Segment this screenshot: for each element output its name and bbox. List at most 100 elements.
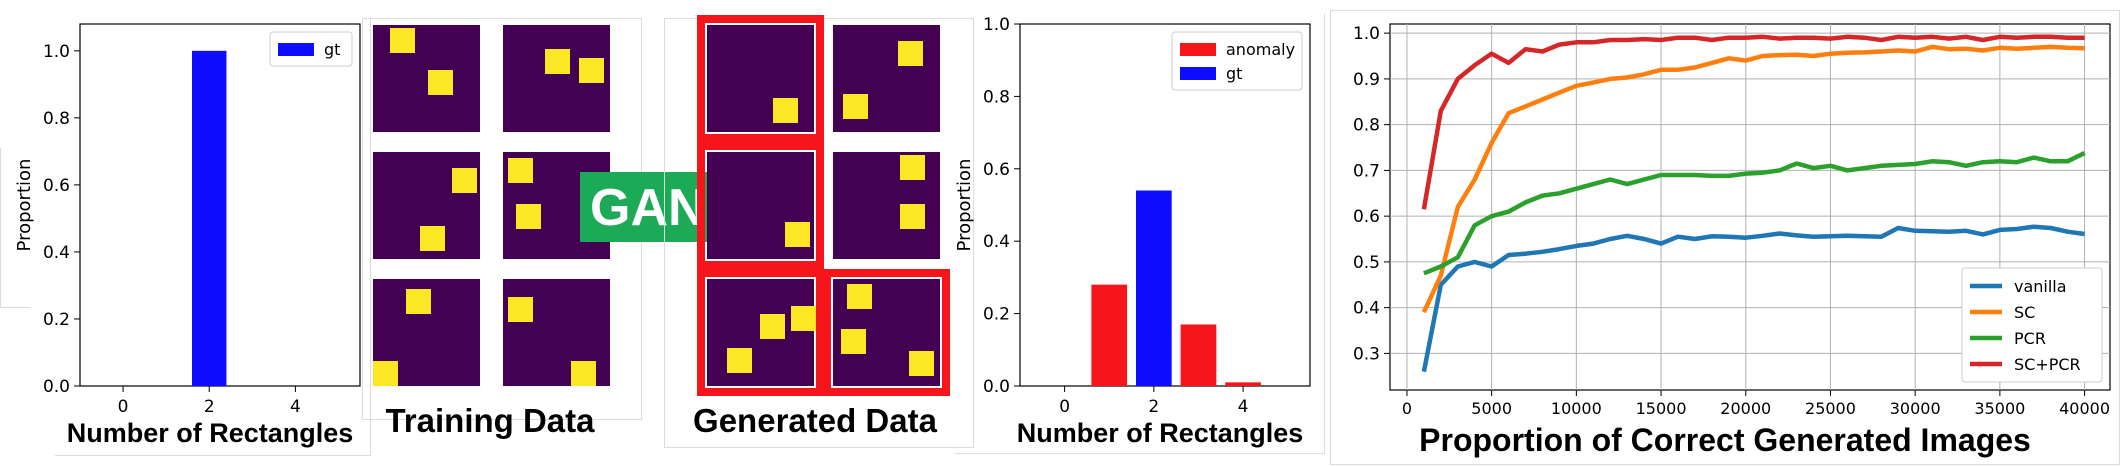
x-tick-label: 30000 bbox=[1890, 399, 1941, 418]
legend-label-gt: gt bbox=[324, 40, 340, 59]
legend-label-PCR: PCR bbox=[2014, 329, 2046, 348]
rectangle-shape bbox=[900, 204, 925, 229]
anomaly-highlight-box bbox=[697, 15, 824, 142]
y-tick-label: 0.4 bbox=[983, 232, 1010, 252]
rectangle-shape bbox=[843, 94, 868, 119]
bar-anomaly-1 bbox=[1091, 284, 1128, 386]
series-line-SC bbox=[1421, 44, 2085, 314]
y-tick-label: 0.0 bbox=[983, 377, 1010, 397]
x-tick-label: 0 bbox=[1402, 399, 1412, 418]
y-tick-label: 0.9 bbox=[1353, 70, 1380, 90]
x-tick-label: 0 bbox=[1059, 397, 1070, 417]
rectangle-shape bbox=[727, 348, 752, 373]
left-chart-frame bbox=[0, 148, 30, 308]
rectangle-shape bbox=[571, 361, 596, 386]
generated-tile bbox=[833, 279, 940, 386]
x-tick-label: 2 bbox=[204, 397, 215, 417]
y-tick-label: 0.4 bbox=[1353, 299, 1380, 319]
middle-chart-caption: Number of Rectangles bbox=[1016, 418, 1304, 448]
rectangle-shape bbox=[545, 49, 570, 74]
anomaly-highlight-box bbox=[697, 142, 824, 269]
right-chart-frame bbox=[1330, 10, 2120, 465]
rectangle-shape bbox=[428, 70, 453, 95]
legend-swatch-anomaly bbox=[1180, 43, 1216, 56]
y-tick-label: 0.7 bbox=[1353, 161, 1380, 181]
y-tick-label: 0.5 bbox=[1353, 253, 1380, 273]
rectangle-shape bbox=[841, 329, 866, 354]
rectangle-shape bbox=[900, 155, 925, 180]
x-tick-label: 10000 bbox=[1551, 399, 1602, 418]
right-line-chart: 0.3 0.4 0.5 0.6 0.7 0.8 0.9 1.0 0 5000 10000 15000 2… bbox=[1353, 23, 2111, 418]
anomaly-highlight-box bbox=[823, 269, 950, 396]
rectangle-shape bbox=[516, 204, 541, 229]
x-tick-label: 25000 bbox=[1805, 399, 1856, 418]
x-tick-label: 40000 bbox=[2059, 399, 2110, 418]
x-tick-label: 0 bbox=[118, 397, 129, 417]
generated-tile bbox=[707, 25, 814, 132]
rectangle-shape bbox=[760, 314, 785, 339]
training-tile bbox=[373, 25, 480, 132]
series-line-SC+PCR bbox=[1421, 34, 2085, 210]
rectangle-shape bbox=[390, 28, 415, 53]
anomaly-highlight-box bbox=[697, 269, 824, 396]
rectangle-shape bbox=[508, 158, 533, 183]
legend-label-SC+PCR: SC+PCR bbox=[2014, 355, 2081, 374]
bar-anomaly-3 bbox=[1180, 324, 1217, 386]
training-tile bbox=[373, 279, 480, 386]
generated-caption: Generated Data bbox=[693, 402, 937, 439]
gan-label: GAN bbox=[590, 179, 706, 237]
rectangle-shape bbox=[508, 297, 533, 322]
rectangle-shape bbox=[579, 58, 604, 83]
y-tick-label: 0.3 bbox=[1353, 344, 1380, 364]
x-tick-label: 4 bbox=[1238, 397, 1249, 417]
series-line-PCR bbox=[1423, 150, 2086, 276]
training-tile bbox=[503, 279, 610, 386]
generated-tile bbox=[707, 152, 814, 259]
rectangle-shape bbox=[898, 41, 923, 66]
y-tick-label: 0.8 bbox=[43, 109, 70, 129]
legend-box bbox=[1961, 267, 2103, 383]
y-tick-label: 0.6 bbox=[43, 176, 70, 196]
y-tick-label: 0.6 bbox=[1353, 207, 1380, 227]
rectangle-shape bbox=[785, 222, 810, 247]
bar-anomaly-4 bbox=[1225, 382, 1261, 386]
bar-gt-2 bbox=[1136, 190, 1172, 386]
training-tile bbox=[373, 152, 480, 259]
x-tick-label: 35000 bbox=[1974, 399, 2025, 418]
y-tick-label: 0.8 bbox=[1353, 116, 1380, 136]
x-tick-label: 5000 bbox=[1471, 399, 1512, 418]
middle-bar-chart: 0.0 0.2 0.4 0.6 0.8 1.0 0 2 4 Proportion anomaly gt bbox=[954, 15, 1311, 417]
legend-swatch-gt bbox=[1180, 67, 1216, 80]
training-caption: Training Data bbox=[385, 402, 595, 439]
bar-gt-2 bbox=[192, 50, 227, 386]
x-tick-label: 2 bbox=[1148, 397, 1159, 417]
y-tick-label: 0.2 bbox=[983, 305, 1010, 325]
left-chart-caption: Number of Rectangles bbox=[66, 418, 354, 448]
rectangle-shape bbox=[452, 168, 477, 193]
rectangle-shape bbox=[847, 284, 872, 309]
x-tick-label: 15000 bbox=[1636, 399, 1687, 418]
rectangle-shape bbox=[406, 289, 431, 314]
y-tick-label: 1.0 bbox=[983, 15, 1010, 35]
legend-label-anomaly: anomaly bbox=[1226, 40, 1295, 59]
y-tick-label: 0.4 bbox=[43, 243, 70, 263]
legend-label-vanilla: vanilla bbox=[2014, 277, 2067, 296]
y-tick-label: 1.0 bbox=[43, 42, 70, 62]
y-tick-label: 0.6 bbox=[983, 160, 1010, 180]
middle-chart-frame bbox=[955, 14, 1325, 454]
x-tick-label: 20000 bbox=[1720, 399, 1771, 418]
y-tick-label: 0.0 bbox=[43, 377, 70, 397]
generated-tile bbox=[707, 279, 816, 386]
legend-label-gt: gt bbox=[1226, 64, 1242, 83]
generated-tile bbox=[833, 25, 940, 132]
left-bar-chart: 0.0 0.2 0.4 0.6 0.8 1.0 0 2 4 Proportion gt bbox=[14, 23, 361, 417]
rectangle-shape bbox=[791, 306, 816, 331]
rectangle-shape bbox=[773, 98, 798, 123]
y-tick-label: 1.0 bbox=[1353, 24, 1380, 44]
x-tick-label: 4 bbox=[290, 397, 301, 417]
right-chart-caption: Proportion of Correct Generated Images bbox=[1419, 422, 2031, 458]
generated-tile bbox=[833, 152, 940, 259]
y-axis-label: Proportion bbox=[954, 159, 975, 252]
legend-label-SC: SC bbox=[2014, 303, 2035, 322]
y-tick-label: 0.2 bbox=[43, 310, 70, 330]
